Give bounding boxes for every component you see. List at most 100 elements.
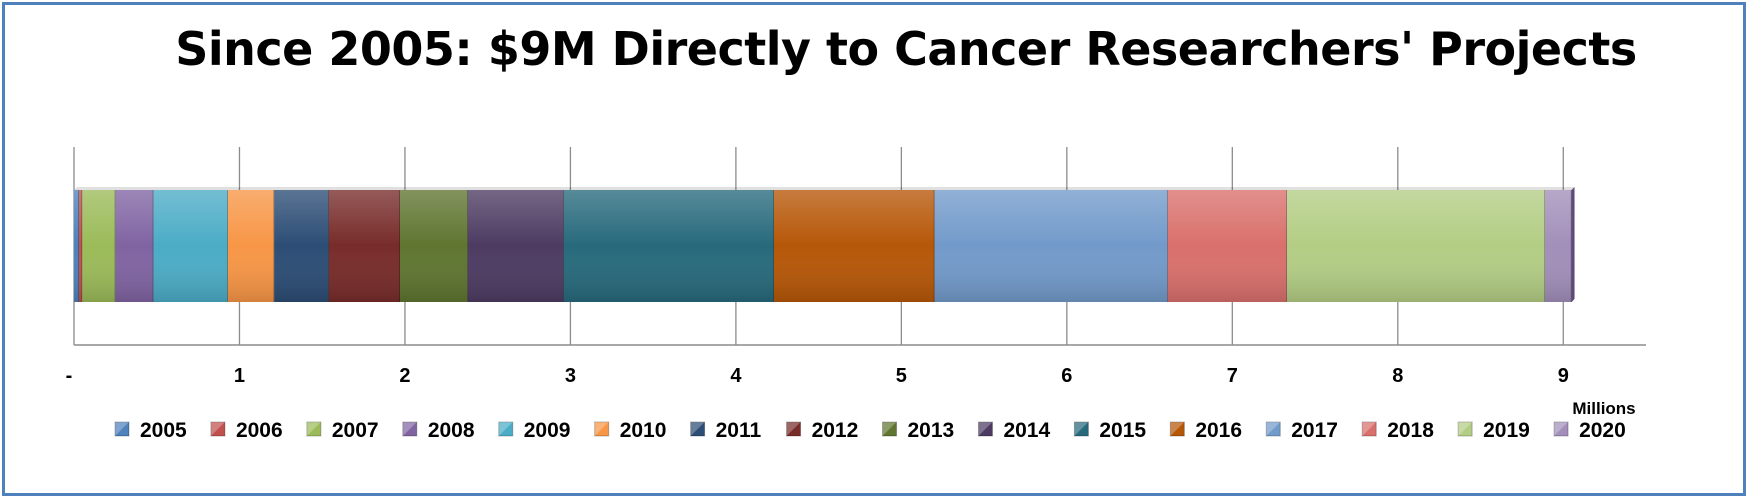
x-tick-label: 1 [234,365,245,387]
bar-segment-shade [227,190,275,302]
legend-swatch-highlight [1170,422,1185,436]
legend-label: 2008 [428,419,475,442]
legend-swatch [1073,421,1089,437]
x-tick-label: 5 [896,365,907,387]
legend-swatch [594,421,610,437]
bar-segment-2018 [1167,190,1288,302]
legend-item-2009: 2009 [498,419,571,442]
bar-segment-2016 [773,190,936,302]
bar-segment-2017 [934,190,1169,302]
legend: 2005 2006 2007 2008 2009 2010 2011 2012 2013 2014… [114,419,1626,442]
legend-label: 2015 [1099,419,1146,442]
legend-label: 2010 [620,419,667,442]
x-tick-label: 9 [1558,365,1569,387]
legend-swatch-highlight [210,422,225,436]
legend-swatch [114,421,130,437]
legend-label: 2018 [1387,419,1434,442]
bar-segment-shade [563,190,774,302]
legend-item-2015: 2015 [1073,419,1146,442]
bar-segment-shade [773,190,935,302]
legend-item-2005: 2005 [114,419,187,442]
legend-swatch-highlight [306,422,321,436]
legend-label: 2012 [812,419,859,442]
legend-item-2010: 2010 [594,419,667,442]
bar-segment-shade [1545,190,1572,302]
bar-segment-2019 [1286,190,1546,302]
bar-segment-shade [328,190,400,302]
legend-swatch-highlight [1362,422,1377,436]
legend-swatch [1553,421,1569,437]
bar-segment-2012 [328,190,401,302]
legend-label: 2011 [716,419,762,442]
legend-item-2011: 2011 [690,419,762,442]
legend-label: 2016 [1195,419,1242,442]
x-tick-label: 7 [1227,365,1238,387]
legend-swatch [882,421,897,437]
x-tick-label: 2 [399,365,410,387]
bar-segment-shade [115,190,154,302]
bar-segment-2013 [399,190,469,302]
x-axis: - 1 2 3 4 5 6 7 8 9 [66,344,1646,387]
legend-item-2014: 2014 [977,419,1050,442]
legend-item-2012: 2012 [786,419,859,442]
bar-segment-2010 [227,190,275,302]
bar-segment-shade [399,190,468,302]
x-tick-label: 4 [730,365,742,387]
legend-swatch-highlight [594,422,609,436]
bar-segment-shade [1286,190,1546,302]
legend-item-2007: 2007 [306,419,379,442]
bar-segment-2005 [74,190,80,302]
bar-segment-2020 [1545,190,1573,302]
legend-swatch-highlight [1554,422,1569,436]
legend-swatch [786,421,802,437]
legend-swatch-highlight [1074,422,1089,436]
legend-item-2019: 2019 [1457,419,1530,442]
bar-segment-2007 [82,190,117,302]
legend-swatch [1361,421,1377,437]
legend-swatch-highlight [402,422,417,436]
legend-item-2013: 2013 [882,419,955,442]
legend-swatch [1169,421,1185,437]
x-tick-label: - [66,365,73,387]
legend-label: 2009 [524,419,571,442]
bar-segment-shade [1167,190,1287,302]
legend-item-2006: 2006 [210,419,283,442]
bar-segments [74,187,1575,302]
legend-item-2018: 2018 [1361,419,1434,442]
legend-swatch-highlight [115,422,129,436]
legend-swatch [1457,421,1473,437]
x-tick-label: 8 [1392,365,1403,387]
bar-segment-shade [74,190,79,302]
legend-label: 2007 [332,419,379,442]
legend-label: 2006 [236,419,283,442]
bar-segment-shade [934,190,1168,302]
legend-item-2008: 2008 [402,419,475,442]
legend-item-2016: 2016 [1169,419,1242,442]
bar-segment-2006 [78,190,84,302]
bar-segment-2008 [115,190,155,302]
bar-segment-2015 [563,190,775,302]
bar-segment-shade [153,190,228,302]
legend-item-2017: 2017 [1265,419,1338,442]
x-tick-label: 3 [565,365,576,387]
legend-swatch [1265,421,1281,437]
legend-swatch-highlight [498,422,513,436]
legend-label: 2014 [1003,419,1050,442]
legend-swatch-highlight [1458,422,1473,436]
legend-swatch-highlight [786,422,801,436]
legend-swatch-highlight [882,422,897,436]
legend-swatch-highlight [1266,422,1281,436]
bar-segment-shade [78,190,83,302]
legend-swatch [690,421,706,437]
legend-swatch [498,421,514,437]
legend-swatch [402,421,418,437]
bar-segment-2009 [153,190,229,302]
legend-swatch-highlight [690,422,705,436]
bar-segment-shade [82,190,116,302]
legend-label: 2019 [1483,419,1530,442]
legend-label: 2017 [1291,419,1338,442]
x-tick-label: 6 [1061,365,1072,387]
bar-side-face [1571,187,1575,302]
bar-segment-shade [467,190,564,302]
legend-label: 2013 [908,419,955,442]
